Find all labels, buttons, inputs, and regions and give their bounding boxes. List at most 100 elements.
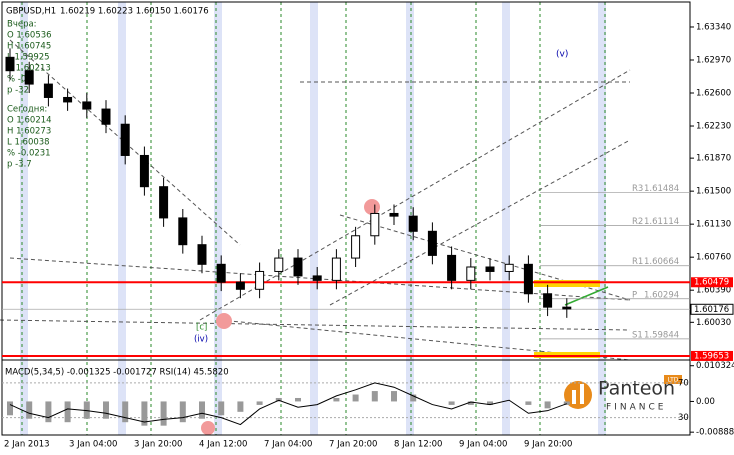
price-box <box>691 350 733 361</box>
macd-bar <box>237 401 244 412</box>
candle-body <box>197 244 207 265</box>
y-tick-label: 1.61500 <box>696 187 731 197</box>
macd-bar <box>141 401 148 426</box>
info-line: p -32 <box>7 86 29 96</box>
candle-body <box>447 254 457 281</box>
candle-body <box>351 235 361 259</box>
macd-bar <box>199 401 205 419</box>
info-line: L 1.60038 <box>7 138 50 148</box>
candle-body <box>466 266 476 281</box>
macd-bar <box>256 401 263 405</box>
x-tick-label: 8 Jan 12:00 <box>394 440 442 450</box>
candle-body <box>255 270 265 290</box>
pivot-value: 1.61114 <box>644 217 679 227</box>
macd-bar <box>45 401 52 423</box>
macd-bar <box>160 401 167 426</box>
macd-bar <box>7 401 13 416</box>
info-line: O 1.60536 <box>7 31 52 41</box>
candle-body <box>24 70 34 85</box>
level-label: 1.60479 <box>694 278 729 288</box>
marker <box>201 421 215 435</box>
logo-badge: LTD <box>668 377 679 384</box>
pivot-value: 1.61484 <box>644 184 679 194</box>
candle-body <box>235 281 245 290</box>
y-tick-label: 1.61130 <box>696 220 731 230</box>
candle-body <box>43 83 53 98</box>
candle-body <box>312 275 322 281</box>
macd-bar <box>333 397 340 402</box>
pivot-name: S1 <box>632 330 643 340</box>
price-box <box>691 277 733 288</box>
price-box <box>690 303 734 315</box>
macd-bar <box>122 401 129 423</box>
pivot-name: R3 <box>632 184 643 194</box>
frame <box>1 1 691 436</box>
info-line: % -0.2 <box>7 75 34 85</box>
y-tick-label: 1.61870 <box>696 154 731 164</box>
y2-tick-label: 30 <box>678 413 689 423</box>
macd-bar <box>218 401 225 416</box>
x-tick-label: 9 Jan 20:00 <box>524 440 572 450</box>
info-line: H 1.60745 <box>7 42 51 52</box>
projection <box>564 286 609 306</box>
info-line: % -0.0231 <box>7 149 51 159</box>
logo-name: Panteon <box>598 378 675 400</box>
vertical-grid <box>21 2 606 435</box>
y-tick-label: 1.60030 <box>696 318 731 328</box>
pivot-value: 1.60294 <box>644 290 679 300</box>
wave-label: (iv) <box>194 335 208 345</box>
rsi-line <box>9 382 567 426</box>
y-tick-label: 0.00 <box>696 397 715 407</box>
candle-body <box>159 186 169 219</box>
macd-bar <box>448 401 455 405</box>
level-label: 1.59653 <box>694 351 729 361</box>
y-tick-label: -0.008881 <box>696 428 734 438</box>
macd-bar <box>103 401 109 419</box>
current-label: 1.60176 <box>694 305 729 315</box>
candle-body <box>82 101 92 110</box>
pivot-name: P <box>632 290 637 300</box>
candle-body <box>389 212 399 217</box>
info-line: Сегодня: <box>7 105 47 115</box>
pivot-name: R1 <box>632 257 643 267</box>
symbol: GBPUSD,H1 <box>6 7 56 17</box>
y-tick-label: 1.60760 <box>696 253 731 263</box>
x-tick-label: 9 Jan 04:00 <box>459 440 507 450</box>
candle-body <box>101 108 111 125</box>
candle-body <box>543 293 553 308</box>
macd-bar <box>352 394 359 402</box>
candle-body <box>178 217 188 246</box>
y-tick-label: 1.63340 <box>696 22 731 32</box>
x-tick-label: 3 Jan 20:00 <box>134 440 182 450</box>
candle-body <box>504 263 514 272</box>
x-tick-label: 3 Jan 04:00 <box>69 440 117 450</box>
candle-body <box>139 154 149 188</box>
x-tick-label: 4 Jan 12:00 <box>199 440 247 450</box>
macd-bar <box>525 401 532 405</box>
macd-bar <box>179 401 186 423</box>
macd-bar <box>295 397 301 402</box>
candle-body <box>274 257 284 272</box>
candle-body <box>120 123 130 156</box>
y2-tick-label: 70 <box>678 378 689 388</box>
y-tick-label: 1.62600 <box>696 89 731 99</box>
y-tick-label: 1.60390 <box>696 286 731 296</box>
candle-body <box>5 56 15 72</box>
candle-body <box>331 257 341 281</box>
info-line: H 1.60273 <box>7 127 51 137</box>
macd-bar <box>64 401 71 423</box>
pivot-value: 1.60664 <box>644 257 679 267</box>
candle-body <box>408 215 418 232</box>
logo-sub: FINANCE <box>606 403 666 413</box>
marker <box>364 199 380 215</box>
macd-bar <box>410 394 417 402</box>
macd-bar <box>391 391 397 402</box>
candle-body <box>370 212 380 237</box>
ohlc: 1.60219 1.60223 1.60150 1.60176 <box>60 7 209 17</box>
macd-bar <box>563 401 570 405</box>
macd-bar <box>26 401 33 419</box>
pivot-name: R2 <box>632 217 643 227</box>
candle-body <box>216 263 226 283</box>
y-tick-label: 1.62230 <box>696 122 731 132</box>
